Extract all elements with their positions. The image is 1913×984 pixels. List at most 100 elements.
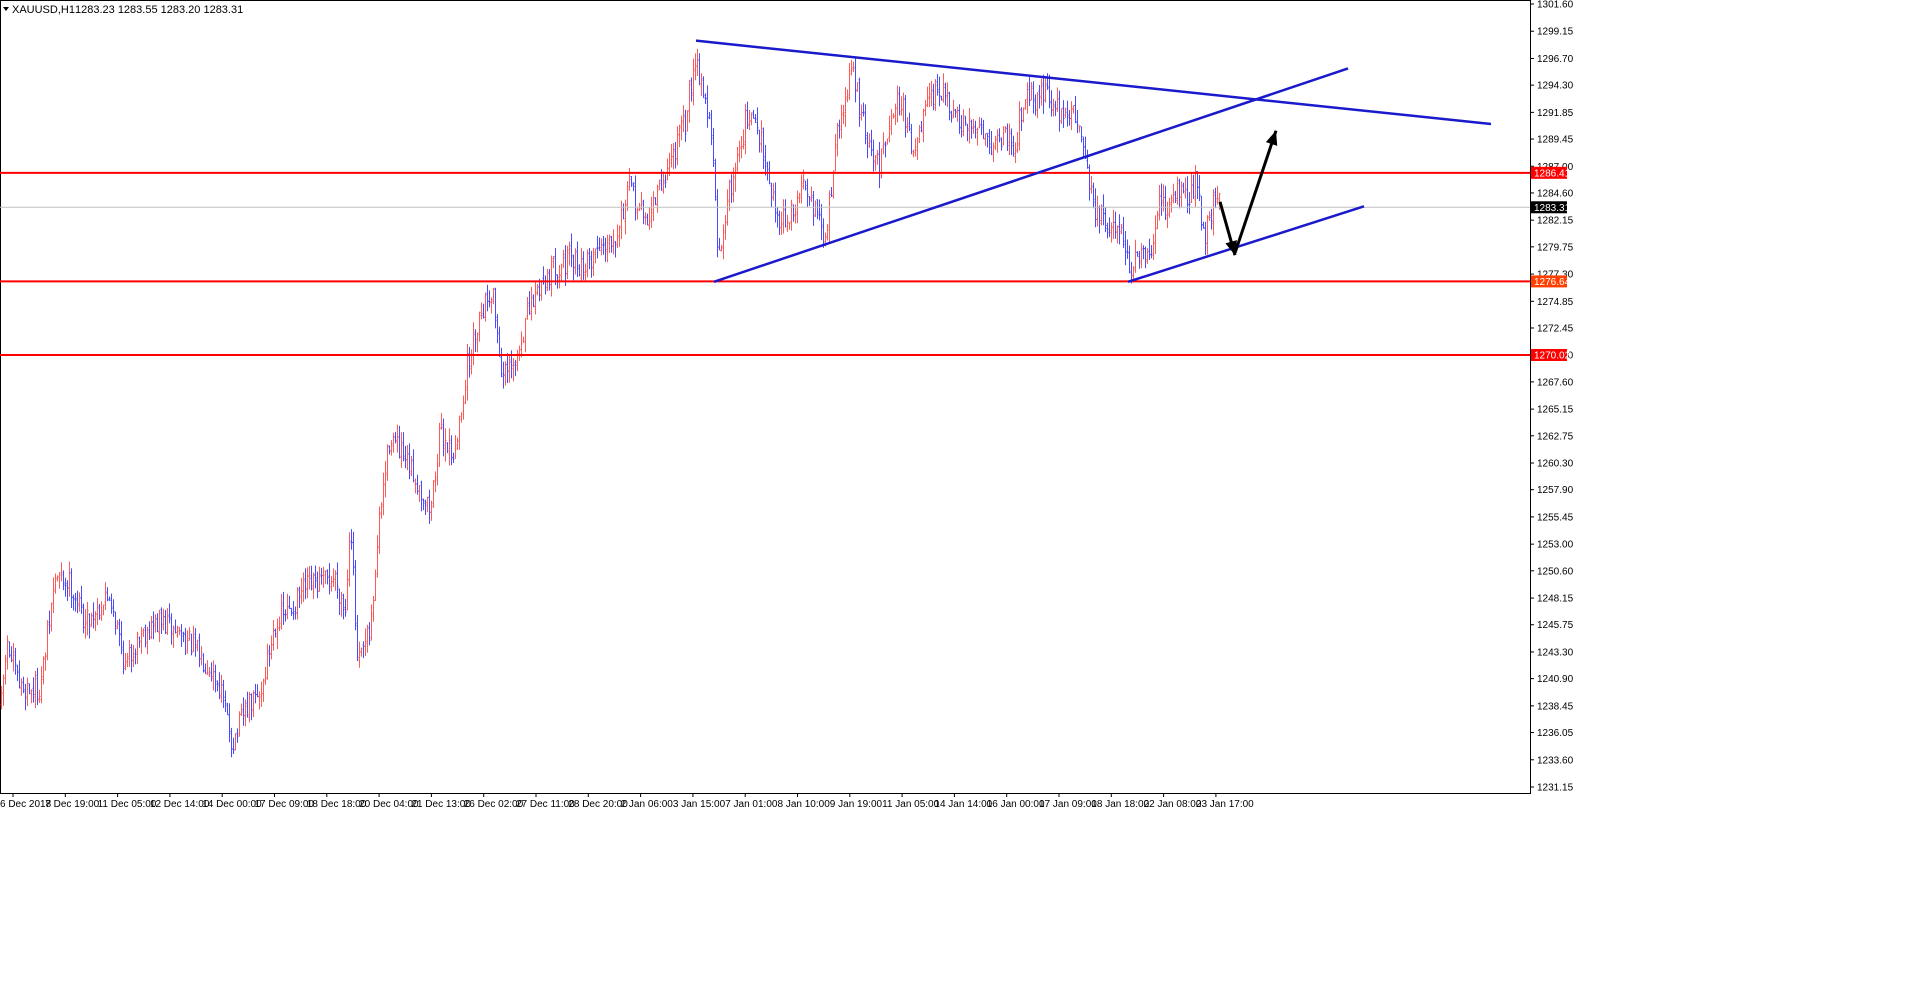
ohlc-bar <box>356 614 359 661</box>
ohlc-bar <box>858 77 861 127</box>
ohlc-bar <box>1150 245 1153 259</box>
y-tick-label: 1289.45 <box>1537 135 1574 146</box>
ohlc-bar <box>816 199 819 220</box>
ohlc-bar <box>744 103 747 155</box>
ohlc-bar <box>728 179 731 211</box>
ohlc-bar <box>174 619 177 634</box>
x-tick-label: 8 Jan 10:00 <box>778 799 831 810</box>
ohlc-bar <box>976 127 979 146</box>
ohlc-bar <box>66 580 69 602</box>
ohlc-bar <box>1166 201 1169 229</box>
ohlc-bar <box>468 347 471 378</box>
ohlc-bar <box>122 640 125 675</box>
ohlc-bar <box>1156 211 1159 230</box>
trendline[interactable] <box>713 67 1349 284</box>
ohlc-bar <box>1098 205 1101 234</box>
ohlc-bar <box>1158 184 1161 221</box>
ohlc-bar <box>84 609 87 639</box>
dropdown-triangle-icon[interactable] <box>3 7 9 11</box>
ohlc-bar <box>800 174 803 204</box>
ohlc-bar <box>116 620 119 630</box>
ohlc-bar <box>1192 174 1195 200</box>
ohlc-bar <box>322 566 325 588</box>
ohlc-bar <box>1008 123 1011 156</box>
ohlc-bar <box>856 82 859 92</box>
ohlc-bar <box>772 182 775 201</box>
ohlc-bar <box>524 317 527 353</box>
ohlc-bar <box>8 641 11 658</box>
ohlc-bar <box>1082 136 1085 157</box>
ohlc-bar <box>1180 181 1183 208</box>
ohlc-bar <box>790 199 793 231</box>
ohlc-bar <box>746 101 749 130</box>
ohlc-bar <box>364 628 367 657</box>
ohlc-bar <box>164 609 167 635</box>
ohlc-bar <box>618 225 621 248</box>
ohlc-bar <box>98 603 101 620</box>
ohlc-bar <box>320 567 323 585</box>
arrow[interactable] <box>1218 201 1237 256</box>
ohlc-bar <box>690 77 693 102</box>
ohlc-bar <box>1142 245 1145 260</box>
ohlc-bar <box>974 120 977 139</box>
ohlc-bar <box>330 575 333 592</box>
ohlc-bar <box>386 444 389 481</box>
ohlc-bar <box>1176 176 1179 205</box>
ohlc-bar <box>1086 149 1089 169</box>
ohlc-bar <box>980 117 983 135</box>
ohlc-bar <box>128 640 131 667</box>
ohlc-bar <box>1206 215 1209 255</box>
ohlc-bar <box>616 224 619 248</box>
ohlc-bar <box>672 142 675 170</box>
price-axis[interactable]: 1301.60 1299.15 1296.70 1294.30 1291.85 1289.… <box>1530 0 1574 794</box>
ohlc-bar <box>1124 231 1127 266</box>
horizontal-levels[interactable] <box>0 171 1530 356</box>
ohlc-bar <box>88 613 91 639</box>
ohlc-bar <box>972 118 975 134</box>
ohlc-bar <box>44 652 47 671</box>
trendlines[interactable] <box>695 39 1492 284</box>
ohlc-bar <box>848 63 851 101</box>
ohlc-bar <box>846 89 849 103</box>
ohlc-bar <box>390 440 393 456</box>
y-tick-label: 1267.60 <box>1537 377 1574 388</box>
ohlc-bar <box>148 621 151 640</box>
ohlc-bar <box>1198 174 1201 202</box>
ohlc-bar <box>1154 215 1157 255</box>
ohlc-bar <box>560 263 563 282</box>
svg-text:1276.64: 1276.64 <box>1534 277 1571 288</box>
ohlc-bar <box>340 591 343 617</box>
ohlc-bar <box>298 586 301 609</box>
ohlc-bar <box>1036 92 1039 119</box>
ohlc-bar <box>546 268 549 292</box>
arrows[interactable] <box>1218 130 1278 256</box>
ohlc-bar <box>1208 211 1211 222</box>
ohlc-bar <box>1188 192 1191 215</box>
x-tick-label: 2 Jan 06:00 <box>621 799 674 810</box>
ohlc-bar <box>750 112 753 126</box>
ohlc-bar <box>1112 209 1115 239</box>
y-tick-label: 1296.70 <box>1537 54 1574 65</box>
ohlc-bar <box>656 184 659 213</box>
ohlc-bar <box>68 561 71 597</box>
ohlc-bar <box>1140 243 1143 269</box>
ohlc-bar <box>956 106 959 122</box>
ohlc-bar <box>40 666 43 704</box>
ohlc-bar <box>376 535 379 578</box>
ohlc-bar <box>450 435 453 466</box>
y-tick-label: 1243.30 <box>1537 647 1574 658</box>
ohlc-bar <box>258 691 261 710</box>
ohlc-bar <box>664 174 667 188</box>
trendline[interactable] <box>1127 205 1365 284</box>
ohlc-bar <box>1202 221 1205 229</box>
ohlc-bar <box>916 136 919 161</box>
y-tick-label: 1260.30 <box>1537 459 1574 470</box>
ohlc-bar <box>644 212 647 225</box>
arrow[interactable] <box>1233 130 1278 254</box>
trendline[interactable] <box>695 39 1492 126</box>
ohlc-bar <box>912 149 915 158</box>
ohlc-bar <box>1040 78 1043 106</box>
ohlc-bar <box>308 566 311 590</box>
